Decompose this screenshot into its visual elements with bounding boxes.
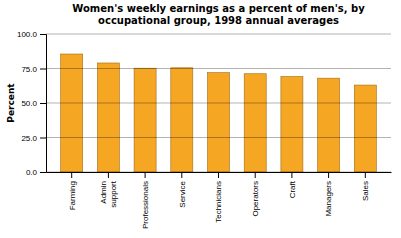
y-tick: 0.0 xyxy=(26,168,46,177)
tick-label: Managers xyxy=(324,181,333,217)
grid xyxy=(46,34,391,172)
bar xyxy=(354,85,376,172)
tick-label: Adminsupport xyxy=(99,180,118,207)
tick-mark xyxy=(71,172,72,178)
tick-label: Service xyxy=(178,180,187,207)
x-tick: Professionals xyxy=(141,172,150,229)
tick-label: Operators xyxy=(251,181,260,217)
y-axis: 0.0 25.0 50.0 75.0 100.0 xyxy=(17,30,47,177)
tick-label: 100.0 xyxy=(17,30,38,39)
tick-mark xyxy=(365,172,366,178)
tick-mark xyxy=(40,138,46,139)
tick-mark xyxy=(181,172,182,178)
tick-label: Technicians xyxy=(214,181,223,223)
y-tick: 50.0 xyxy=(21,99,46,108)
axis-line xyxy=(40,35,47,173)
tick-mark xyxy=(40,34,46,35)
bar xyxy=(134,68,156,172)
tick-mark xyxy=(40,103,46,104)
bar xyxy=(171,68,193,172)
tick-label: 25.0 xyxy=(21,134,37,143)
tick-label: 75.0 xyxy=(21,65,37,74)
x-tick: Sales xyxy=(361,172,370,201)
y-tick: 75.0 xyxy=(21,65,46,74)
plot: 0.0 25.0 50.0 75.0 100.0 Farming Adminsupport P… xyxy=(17,30,392,229)
bars xyxy=(61,54,377,172)
bar xyxy=(281,77,303,172)
bar xyxy=(97,63,119,172)
x-tick: Farming xyxy=(67,172,76,210)
tick-label: 0.0 xyxy=(26,168,38,177)
tick-mark xyxy=(40,172,46,173)
tick-mark xyxy=(291,172,292,178)
bar xyxy=(318,78,340,172)
bar xyxy=(61,54,83,172)
bar xyxy=(207,73,229,172)
bar xyxy=(244,74,266,172)
y-tick: 100.0 xyxy=(17,30,46,39)
tick-label: Farming xyxy=(67,181,76,210)
tick-mark xyxy=(145,172,146,178)
tick-label: 50.0 xyxy=(21,99,37,108)
tick-mark xyxy=(108,172,109,178)
x-tick: Service xyxy=(178,172,187,208)
tick-label: Sales xyxy=(361,181,370,201)
tick-mark xyxy=(328,172,329,178)
chart: 0.0 25.0 50.0 75.0 100.0 Farming Adminsupport P… xyxy=(0,0,401,238)
grid-line xyxy=(46,103,391,104)
tick-mark xyxy=(255,172,256,178)
tick-label: Craft xyxy=(288,180,297,198)
grid-line xyxy=(46,68,391,69)
x-tick: Managers xyxy=(324,172,333,217)
x-tick: Adminsupport xyxy=(99,172,118,208)
y-tick: 25.0 xyxy=(21,134,46,143)
tick-mark xyxy=(40,69,46,70)
tick-mark xyxy=(218,172,219,178)
title: Women's weekly earnings as a percent of … xyxy=(72,3,365,26)
x-tick: Technicians xyxy=(214,172,223,223)
x-tick: Craft xyxy=(288,172,297,198)
grid-line xyxy=(46,137,391,138)
x-tick: Operators xyxy=(251,172,260,217)
y-axis-title: Percent xyxy=(6,83,16,123)
x-axis: Farming Adminsupport Professionals Service T… xyxy=(47,172,392,229)
tick-label: Professionals xyxy=(141,181,150,229)
grid-line xyxy=(46,34,391,35)
